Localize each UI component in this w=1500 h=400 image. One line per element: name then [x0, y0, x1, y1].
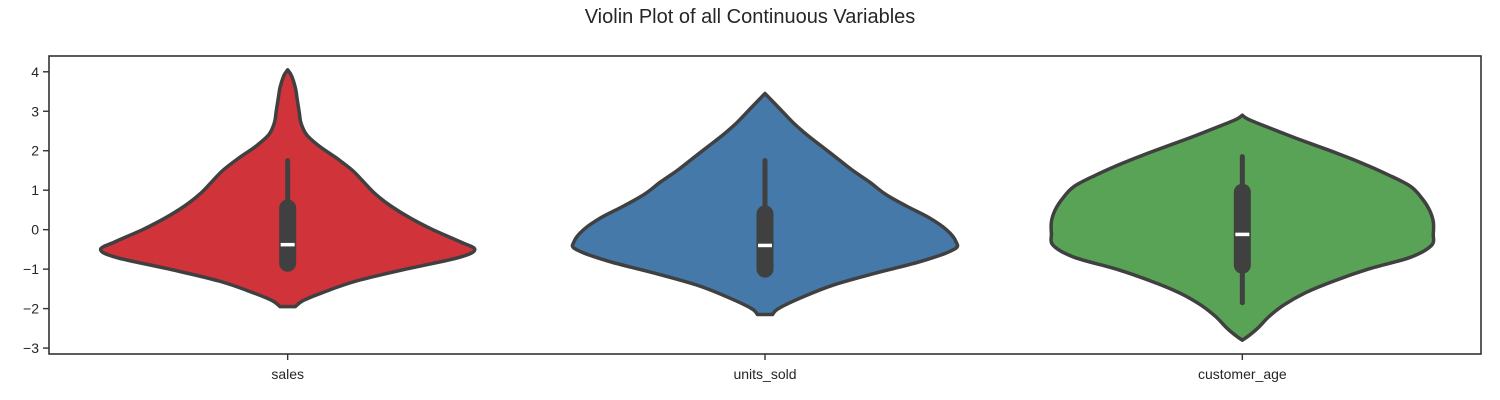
y-tick-label: −2 [23, 301, 39, 317]
y-tick-label: 0 [31, 222, 39, 238]
y-tick-label: −3 [23, 340, 39, 356]
x-tick-label-sales: sales [271, 366, 304, 382]
x-axis: sales units_sold customer_age [271, 354, 1287, 382]
y-tick-label: 2 [31, 143, 39, 159]
y-axis: 4 3 2 1 0 −1 −2 −3 [23, 64, 49, 356]
violins-layer [98, 68, 1436, 342]
y-tick-label: 3 [31, 103, 39, 119]
x-tick-label-units_sold: units_sold [733, 366, 796, 382]
y-tick-label: −1 [23, 261, 39, 277]
x-tick-label-customer_age: customer_age [1198, 366, 1287, 382]
y-tick-label: 4 [31, 64, 39, 80]
chart-title: Violin Plot of all Continuous Variables [585, 6, 916, 28]
y-tick-label: 1 [31, 182, 39, 198]
